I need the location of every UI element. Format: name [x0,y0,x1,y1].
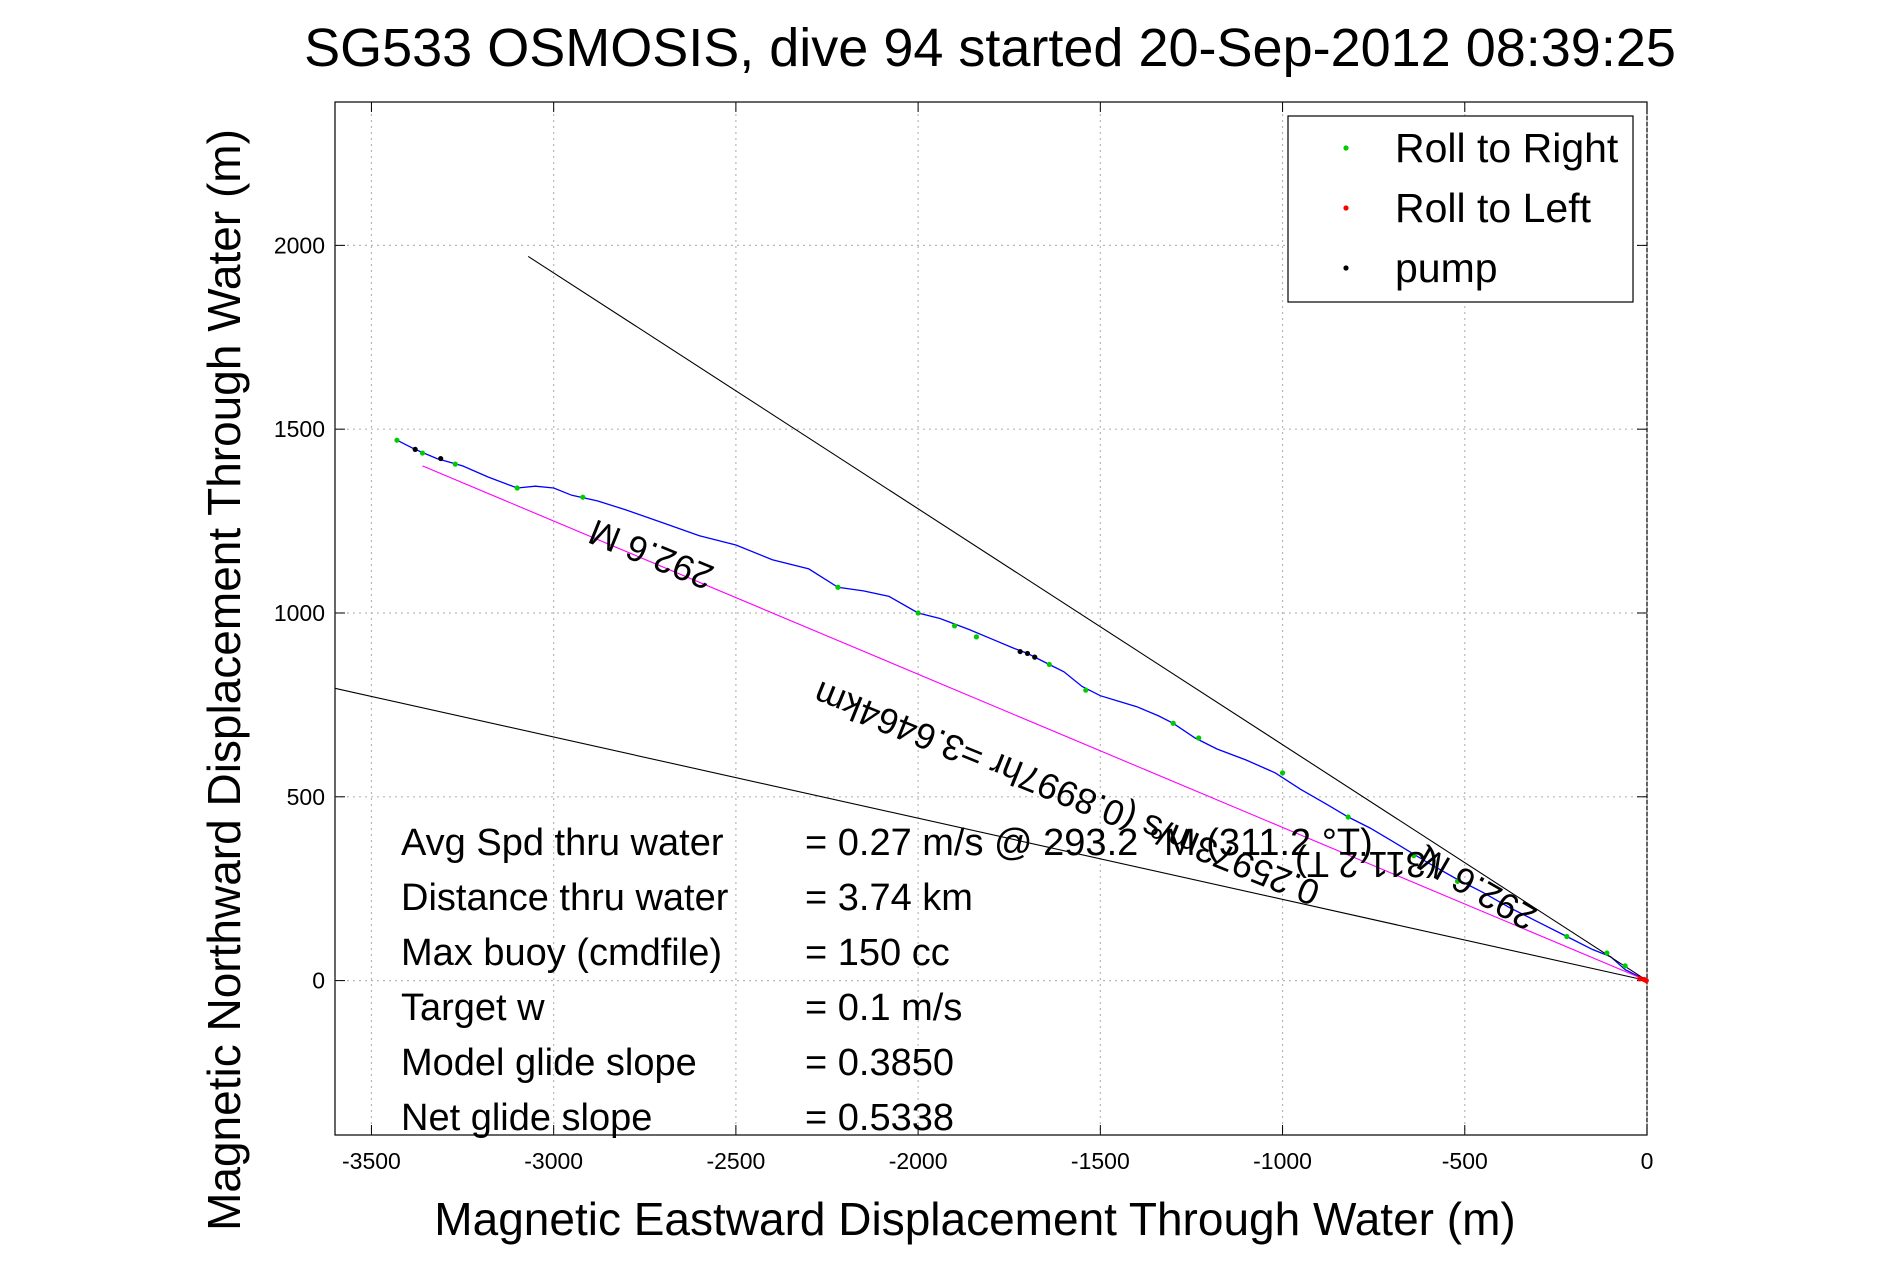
stat-label: Distance thru water [401,877,729,919]
path-annotation: (311.2 T) [1295,844,1438,885]
data-series [334,255,1649,984]
stat-value: = 0.5338 [805,1097,954,1139]
marker-point [1170,720,1176,726]
marker-point [419,450,426,456]
series-line [396,439,1648,982]
marker-point [1564,933,1570,940]
x-tick-label: -3000 [524,1148,583,1174]
x-tick-label: -500 [1442,1148,1488,1174]
legend-marker [1343,145,1349,151]
y-tick-label: 1500 [274,416,325,442]
series-line [527,255,1648,982]
x-axis-label: Magnetic Eastward Displacement Through W… [434,1193,1515,1245]
axis-ticks: -3500 -3000 -2500 -2000 -1500 -1000 -500 0 0 500 1… [274,102,1654,1174]
legend-marker [1343,265,1349,271]
stats-block: Avg Spd thru water = 0.27 m/s @ 293.2 °M … [401,822,1373,1139]
marker-point [1454,878,1461,884]
stat-value: = 0.1 m/s [805,987,962,1029]
marker-point [1622,963,1628,969]
stat-label: Net glide slope [401,1097,652,1139]
marker-point [438,455,444,462]
marker-point [1032,654,1038,660]
marker-point [412,446,418,452]
x-tick-label: -2000 [889,1148,948,1174]
marker-point [1046,661,1052,668]
legend-label: pump [1395,245,1498,291]
marker-point [580,494,586,500]
marker-point [1279,770,1286,776]
x-tick-label: 0 [1641,1148,1654,1174]
marker-point [1024,650,1031,657]
marker-point [835,584,841,590]
x-tick-label: -1500 [1071,1148,1130,1174]
series-line [334,687,1648,982]
series-line [422,465,1648,982]
marker-point [915,610,921,616]
marker-point [951,623,958,629]
y-tick-label: 0 [312,968,325,994]
marker-point [452,461,458,467]
x-tick-label: -1000 [1253,1148,1312,1174]
stat-value: = 150 cc [805,932,950,974]
stat-label: Model glide slope [401,1042,697,1084]
legend-label: Roll to Right [1395,125,1619,171]
marker-point [1637,976,1643,982]
marker-point [514,485,520,491]
stat-value: = 0.3850 [805,1042,954,1084]
chart-title: SG533 OSMOSIS, dive 94 started 20-Sep-20… [304,18,1676,78]
stat-value: = 0.27 m/s @ 293.2 °M (311.2 °T) [805,822,1373,864]
marker-point [1083,687,1089,693]
y-axis-label: Magnetic Northward Displacement Through … [198,129,250,1231]
marker-point [1345,814,1351,820]
x-tick-label: -3500 [342,1148,401,1174]
marker-point [1196,735,1202,741]
y-tick-label: 500 [287,784,325,810]
marker-point [1411,853,1417,859]
legend: Roll to Right Roll to Left pump [1287,115,1634,303]
marker-point [1643,978,1649,984]
y-tick-label: 1000 [274,600,325,626]
marker-point [973,634,980,640]
stat-label: Avg Spd thru water [401,822,724,864]
legend-label: Roll to Left [1395,185,1592,231]
stat-value: = 3.74 km [805,877,973,919]
stat-label: Max buoy (cmdfile) [401,932,722,974]
y-tick-label: 2000 [274,232,325,258]
stat-label: Target w [401,987,545,1029]
marker-point [394,437,400,443]
legend-marker [1343,205,1349,211]
marker-point [1017,648,1023,655]
marker-point [1604,950,1610,956]
x-tick-label: -2500 [706,1148,765,1174]
